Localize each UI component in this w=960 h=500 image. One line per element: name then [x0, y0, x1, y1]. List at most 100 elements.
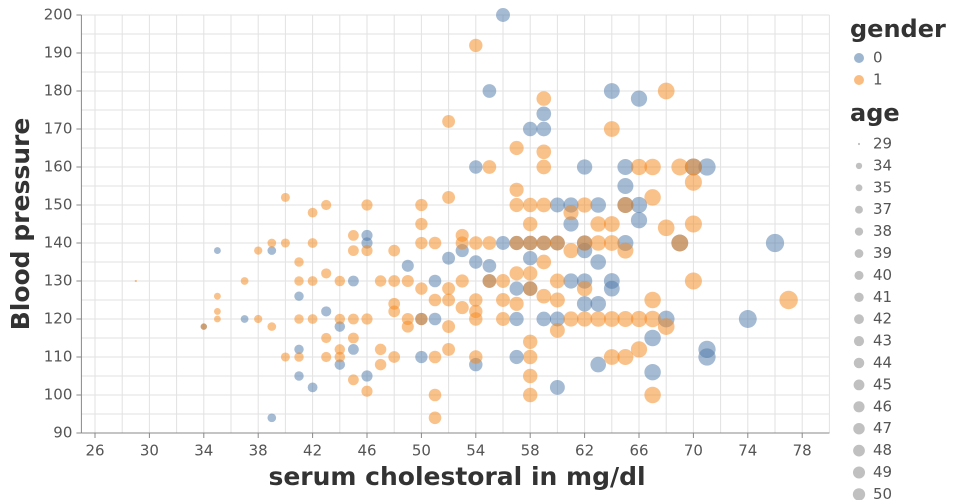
point [469, 350, 483, 364]
point [779, 290, 798, 310]
point [321, 351, 332, 363]
point [294, 344, 304, 355]
point [455, 301, 469, 315]
point [347, 374, 359, 386]
point [603, 216, 620, 232]
point [361, 229, 373, 241]
point [294, 352, 304, 362]
legend-label: 50 [873, 485, 892, 500]
point [509, 296, 524, 311]
point [374, 275, 387, 287]
y-tick-label: 100 [44, 386, 73, 404]
point [603, 311, 620, 327]
x-tick-label: 38 [249, 442, 268, 460]
legend-symbol [854, 270, 864, 280]
point [401, 259, 414, 272]
point [630, 341, 648, 358]
legend-label: 43 [873, 332, 892, 350]
point [522, 266, 538, 281]
point [576, 197, 593, 213]
point [509, 349, 524, 365]
point [657, 219, 675, 237]
y-axis-title: Blood pressure [6, 118, 35, 331]
legend-title: gender [850, 15, 946, 43]
point [455, 236, 469, 250]
point [294, 257, 304, 267]
point [240, 315, 249, 323]
point [536, 159, 552, 175]
point [563, 243, 579, 259]
point [576, 296, 593, 312]
point [644, 189, 661, 206]
point [509, 140, 524, 156]
point [509, 235, 524, 251]
point [347, 245, 359, 257]
legend-symbol [855, 162, 863, 170]
point [549, 197, 565, 213]
point [522, 281, 538, 296]
point [321, 332, 332, 344]
point [213, 247, 221, 255]
point [563, 311, 579, 327]
legend-label: 41 [873, 288, 892, 306]
x-tick-label: 70 [684, 442, 703, 460]
point [469, 293, 483, 307]
point [522, 250, 538, 266]
point [428, 293, 442, 307]
point [442, 190, 456, 204]
point [563, 216, 579, 232]
point [630, 310, 648, 328]
point [630, 196, 648, 214]
point [334, 321, 346, 332]
point [415, 282, 428, 295]
point [213, 307, 221, 315]
point [576, 159, 593, 175]
point [536, 311, 552, 327]
point [603, 349, 620, 365]
legend-symbol [854, 249, 864, 258]
point [657, 82, 675, 100]
point [415, 236, 428, 250]
legend-symbol [853, 444, 865, 457]
point [630, 90, 648, 107]
legend-label: 42 [873, 310, 892, 328]
point [334, 359, 346, 370]
point [617, 158, 634, 176]
point [307, 382, 318, 393]
legend-title: age [850, 99, 900, 127]
point [590, 235, 606, 251]
point [469, 38, 483, 53]
point [361, 313, 373, 325]
point [522, 387, 538, 403]
point [657, 318, 675, 335]
point [590, 216, 606, 232]
legend-label: 39 [873, 244, 892, 262]
point [307, 238, 318, 248]
x-tick-label: 30 [140, 442, 159, 460]
point [307, 314, 318, 324]
point [590, 356, 606, 373]
point [549, 322, 565, 338]
x-tick-label: 62 [575, 442, 594, 460]
point [563, 273, 579, 289]
point [254, 314, 263, 324]
point [455, 274, 469, 288]
legend-symbol [853, 336, 865, 347]
point [347, 343, 359, 355]
point [294, 291, 304, 301]
point [536, 144, 552, 160]
point [590, 311, 606, 327]
point [630, 158, 648, 176]
point [361, 370, 373, 382]
point [428, 274, 442, 288]
point [388, 305, 401, 318]
point [469, 160, 483, 174]
point [522, 197, 538, 213]
point [509, 266, 524, 281]
legend-symbol [855, 184, 863, 192]
point [522, 349, 538, 365]
point [482, 160, 497, 174]
point [590, 197, 606, 213]
legend-symbol [855, 205, 863, 214]
